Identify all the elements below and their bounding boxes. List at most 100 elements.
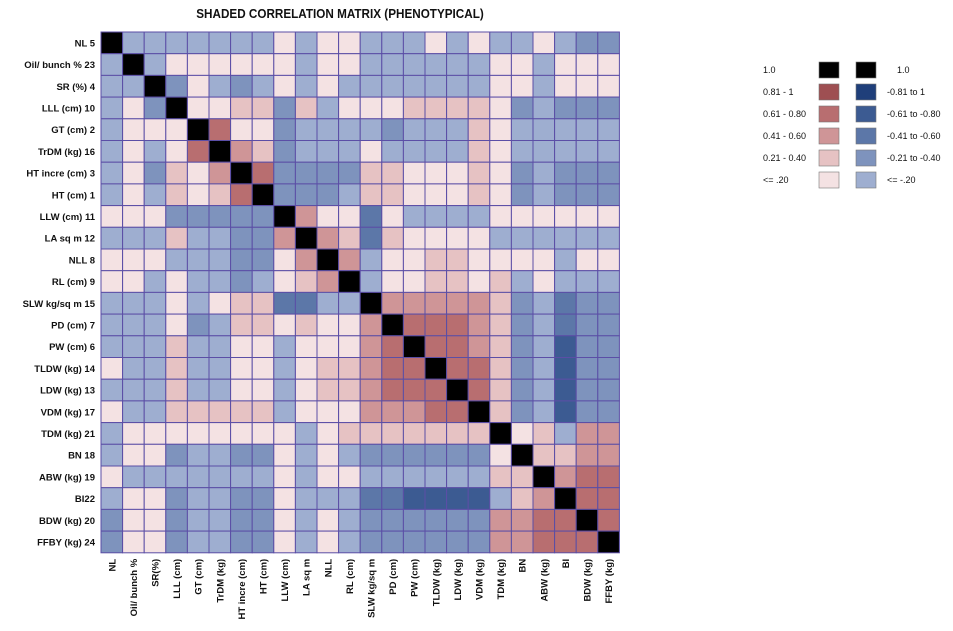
heatmap-cell [251,378,275,402]
heatmap-cell [316,335,340,358]
heatmap-cell [273,465,296,489]
heatmap-cell [424,118,448,142]
heatmap-cell [467,400,491,424]
row-label: VDM (kg) 17 [41,407,95,418]
heatmap-cell [338,400,361,424]
heatmap-cell [338,31,361,55]
heatmap-cell [489,226,512,250]
heatmap-cell [381,96,404,120]
heatmap-cell [143,140,167,163]
heatmap-cell [294,205,318,228]
heatmap-cell [489,96,512,120]
heatmap-cell [165,118,188,142]
heatmap-cell [381,487,404,510]
heatmap-cell [489,357,512,380]
heatmap-cell [510,226,534,250]
column-label: RL (cm) [345,559,356,594]
heatmap-cell [122,183,145,207]
heatmap-cell [510,205,534,228]
heatmap-cell [575,465,599,489]
heatmap-cell [338,422,361,445]
heatmap-cell [489,335,512,358]
heatmap-cell [597,183,620,207]
heatmap-cell [510,400,534,424]
heatmap-cell [359,313,383,337]
heatmap-cell [122,96,145,120]
heatmap-cell [359,335,383,358]
heatmap-cell [424,291,448,315]
heatmap-cell [381,161,404,185]
heatmap-cell [575,357,599,380]
heatmap-cell [208,508,232,532]
heatmap-cell [402,291,426,315]
heatmap-cell [510,183,534,207]
heatmap-cell [186,313,210,337]
heatmap-cell [446,378,469,402]
heatmap-cell [251,508,275,532]
heatmap-cell [230,74,253,98]
heatmap-cell [273,422,296,445]
heatmap-cell [122,465,145,489]
heatmap-cell [338,118,361,142]
row-label: LLL (cm) 10 [42,103,95,114]
heatmap-cell [208,248,232,272]
heatmap-cell [122,357,145,380]
heatmap-cell [381,205,404,228]
heatmap-cell [186,465,210,489]
heatmap-cell [381,118,404,142]
heatmap-cell [165,183,188,207]
heatmap-cell [554,183,577,207]
heatmap-cell [467,31,491,55]
heatmap-cell [186,508,210,532]
heatmap-cell [165,530,188,554]
heatmap-cell [122,226,145,250]
heatmap-cell [100,313,124,337]
heatmap-cell [575,335,599,358]
heatmap-cell [316,487,340,510]
heatmap-cell [424,530,448,554]
heatmap-cell [597,53,620,76]
heatmap-cell [424,443,448,467]
heatmap-cell [208,74,232,98]
heatmap-cell [381,335,404,358]
heatmap-cell [186,96,210,120]
heatmap-cell [597,313,620,337]
column-label: LLW (cm) [280,559,291,602]
heatmap-cell [424,400,448,424]
heatmap-cell [402,161,426,185]
heatmap-cell [165,335,188,358]
heatmap-cell [575,183,599,207]
heatmap-cell [446,74,469,98]
heatmap-cell [575,422,599,445]
heatmap-cell [100,378,124,402]
heatmap-cell [489,508,512,532]
row-label: SR (%) 4 [56,82,95,93]
heatmap-cell [100,270,124,293]
heatmap-cell [273,161,296,185]
heatmap-cell [186,31,210,55]
heatmap-cell [467,226,491,250]
row-label: TLDW (kg) 14 [34,364,95,375]
heatmap-cell [359,270,383,293]
heatmap-cell [122,400,145,424]
heatmap-cell [532,96,556,120]
heatmap-cell [510,508,534,532]
heatmap-cell [489,118,512,142]
heatmap-cell [554,291,577,315]
heatmap-cell [208,140,232,163]
heatmap-cell [251,96,275,120]
heatmap-cell [402,118,426,142]
heatmap-cell [251,53,275,76]
heatmap-cell [446,291,469,315]
heatmap-cell [597,357,620,380]
heatmap-cell [186,357,210,380]
heatmap-cell [294,443,318,467]
heatmap-cell [510,313,534,337]
heatmap-cell [122,443,145,467]
heatmap-cell [359,378,383,402]
heatmap-cell [381,530,404,554]
heatmap-cell [467,161,491,185]
heatmap-cell [381,465,404,489]
heatmap-cell [122,205,145,228]
heatmap-cell [100,161,124,185]
